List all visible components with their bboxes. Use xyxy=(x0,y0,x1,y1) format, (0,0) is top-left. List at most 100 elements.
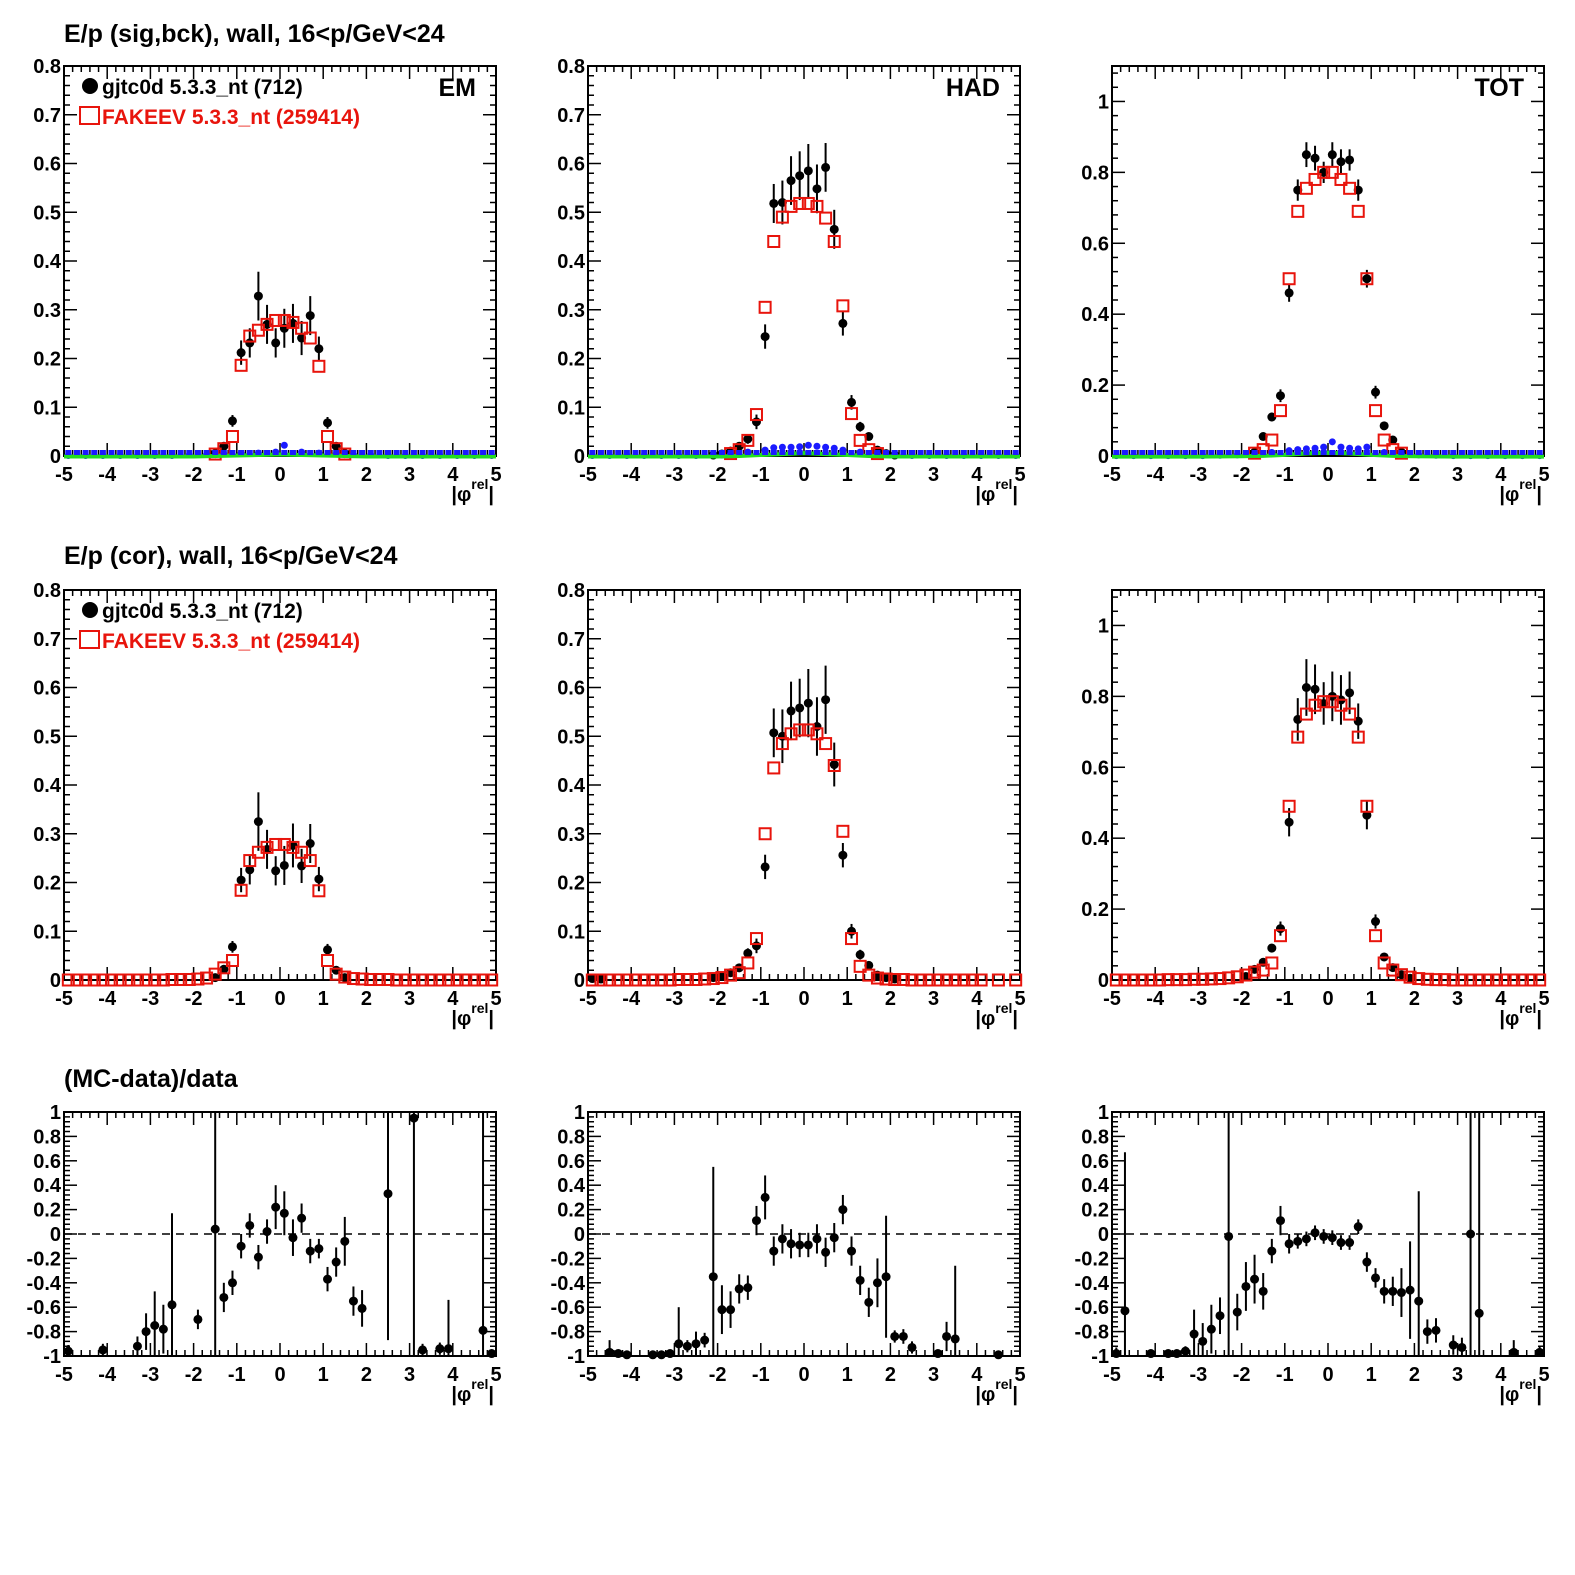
mc-point xyxy=(1118,973,1132,987)
baseline-mark xyxy=(1363,450,1370,455)
data-point xyxy=(288,1233,298,1243)
x-axis-label: |φrel| xyxy=(1499,1376,1542,1406)
baseline-mark xyxy=(1493,450,1500,455)
baseline-mark xyxy=(350,450,357,455)
mc-point xyxy=(407,973,421,987)
data-point xyxy=(708,1272,718,1282)
x-tick-label: 3 xyxy=(1452,1364,1463,1386)
mc-point xyxy=(225,954,239,967)
data-point xyxy=(751,941,761,951)
baseline-mark xyxy=(874,450,881,455)
baseline-mark xyxy=(934,450,941,455)
mc-point xyxy=(61,973,75,987)
baseline-mark xyxy=(1381,450,1388,455)
data-point xyxy=(1250,1274,1260,1284)
data-point xyxy=(1284,288,1294,298)
y-tick-label: 0.2 xyxy=(1081,375,1109,397)
y-tick-label: 0.4 xyxy=(557,251,586,273)
data-point xyxy=(323,1274,333,1284)
mc-point xyxy=(70,973,84,987)
x-tick-label: -4 xyxy=(622,1364,641,1386)
data-point xyxy=(821,695,831,705)
panel-ratio-had: -5 -4 -3 -2 -1 0 1 2 3 4 5-1-0.8-0.6-0.4-0.200.20.… xyxy=(551,1102,1026,1406)
data-point xyxy=(786,706,796,716)
mc-point xyxy=(629,973,643,987)
y-tick-label: 0.6 xyxy=(1081,757,1109,779)
y-tick-label: 0.2 xyxy=(557,349,585,371)
baseline-mark xyxy=(839,450,846,455)
data-point xyxy=(760,332,770,342)
y-tick-label: -0.2 xyxy=(551,1248,585,1270)
panel-ratio-tot: -5 -4 -3 -2 -1 0 1 2 3 4 5-1-0.8-0.6-0.4-0.200.20.… xyxy=(1075,1102,1550,1406)
x-tick-label: -3 xyxy=(142,1364,160,1386)
data-point xyxy=(803,166,813,176)
y-tick-label: 0.5 xyxy=(33,726,61,748)
x-tick-label: 5 xyxy=(1538,988,1549,1010)
data-point xyxy=(1345,1238,1355,1248)
data-point xyxy=(1379,421,1389,431)
data-point xyxy=(881,1272,891,1282)
x-tick-label: -1 xyxy=(752,1364,770,1386)
x-tick-label: 0 xyxy=(1322,464,1333,486)
mc-point xyxy=(390,973,404,987)
mc-point xyxy=(1507,973,1521,987)
mc-point xyxy=(654,973,668,987)
baseline-mark xyxy=(649,450,656,455)
baseline-mark xyxy=(606,450,613,455)
x-tick-label: -1 xyxy=(228,988,246,1010)
data-point xyxy=(942,1331,952,1341)
mc-point xyxy=(1308,172,1322,186)
mc-point xyxy=(156,973,170,987)
x-tick-label: 5 xyxy=(490,1364,501,1386)
y-tick-label: -0.6 xyxy=(27,1297,61,1319)
data-point xyxy=(821,162,831,172)
data-point xyxy=(245,865,255,875)
baseline-mark xyxy=(615,450,622,455)
data-point xyxy=(855,950,865,960)
y-tick-label: 0.4 xyxy=(33,775,62,797)
data-point xyxy=(674,1339,684,1349)
data-point xyxy=(605,1347,615,1357)
baseline-mark xyxy=(1225,450,1232,455)
data-point xyxy=(245,338,255,348)
baseline-mark xyxy=(986,450,993,455)
data-point xyxy=(890,1331,900,1341)
mc-point xyxy=(1481,973,1495,987)
x-tick-label: -4 xyxy=(1146,464,1165,486)
data-point xyxy=(1431,1325,1441,1335)
baseline-mark xyxy=(1407,450,1414,455)
data-point xyxy=(1301,683,1311,692)
panel-sig-had: -5 -4 -3 -2 -1 0 1 2 3 4 5 0 0.1 0.2 0.3 0.4 0.5 0.6 0.7 0.… xyxy=(557,56,1025,506)
mc-point xyxy=(870,447,884,461)
data-point xyxy=(271,1202,281,1212)
data-point xyxy=(271,866,281,876)
background-point xyxy=(770,444,778,452)
y-tick-label: 0 xyxy=(574,970,585,992)
legend-mc-marker xyxy=(79,630,100,649)
data-point xyxy=(1474,1308,1484,1318)
mc-point xyxy=(1299,707,1313,721)
data-point xyxy=(1345,155,1355,165)
data-point xyxy=(279,860,289,870)
data-point xyxy=(1396,1288,1406,1298)
baseline-mark xyxy=(1294,450,1301,455)
y-tick-label: 0.8 xyxy=(557,56,585,78)
mc-point xyxy=(870,971,884,985)
mc-point xyxy=(991,973,1005,987)
baseline-strip xyxy=(65,450,495,455)
y-tick-label: 0.4 xyxy=(1081,828,1110,850)
data-point xyxy=(1336,157,1346,167)
mc-point xyxy=(784,199,798,213)
y-tick-label: 0.2 xyxy=(557,1200,585,1222)
mc-point xyxy=(1291,204,1305,218)
data-point xyxy=(795,703,805,713)
data-point xyxy=(1353,1222,1363,1232)
data-point xyxy=(769,728,779,738)
series-open-square xyxy=(724,196,884,461)
data-point xyxy=(1284,817,1294,827)
mc-point xyxy=(646,973,660,987)
y-tick-label: 0.1 xyxy=(33,921,61,943)
baseline-mark xyxy=(160,450,167,455)
baseline-mark xyxy=(246,450,253,455)
